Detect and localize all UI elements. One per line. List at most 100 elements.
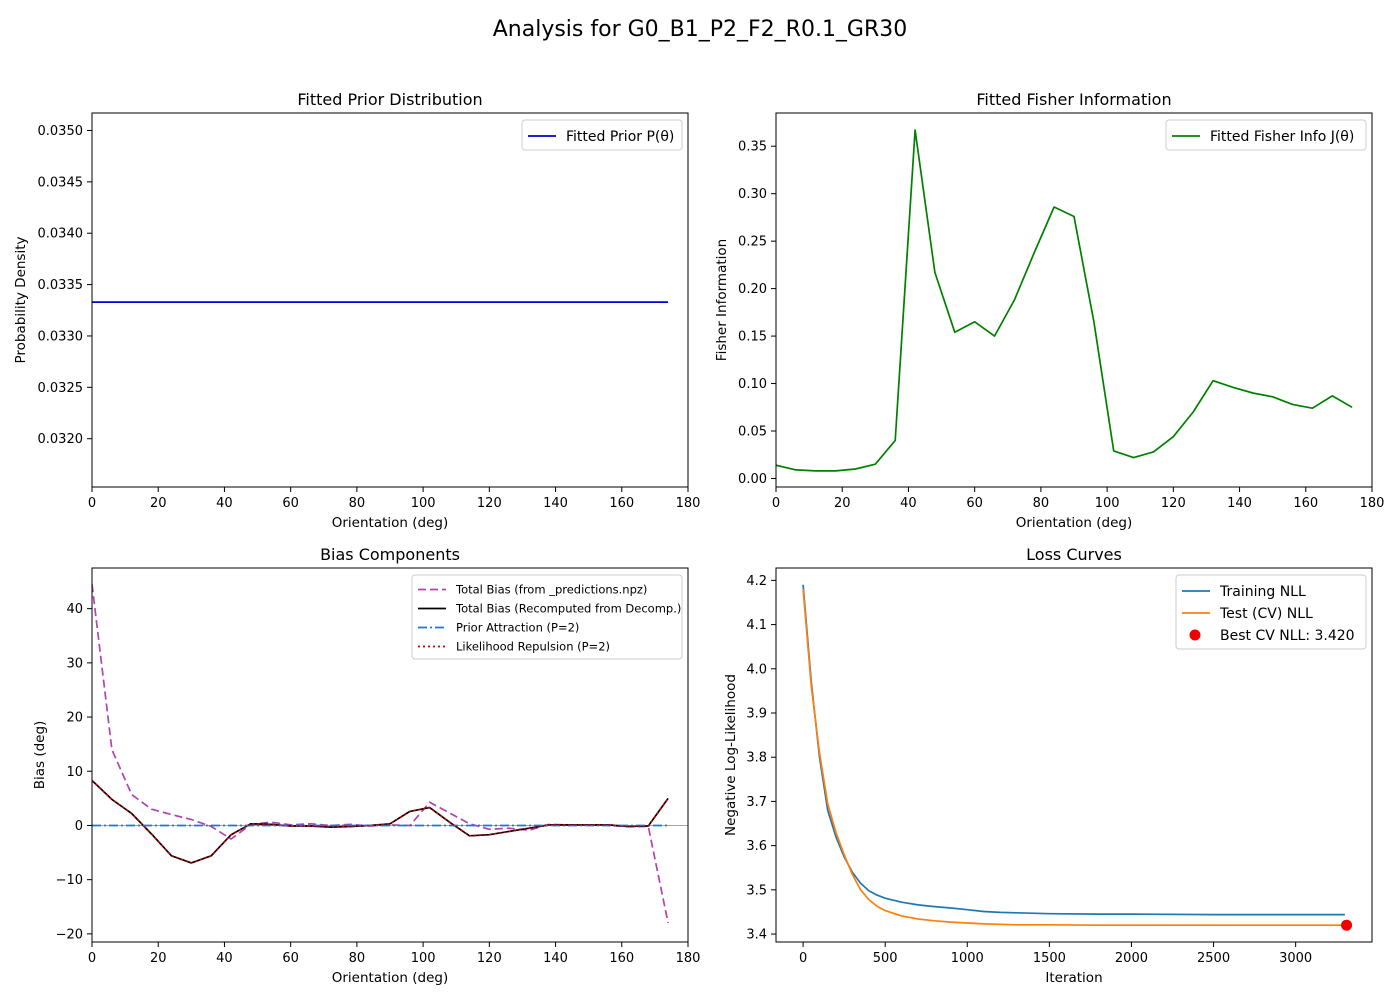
y-tick-label: 0.0350 [38, 124, 84, 139]
y-tick-label: 0.0335 [38, 278, 84, 293]
x-tick-label: 80 [349, 496, 366, 511]
y-tick-label: 0 [75, 819, 83, 834]
x-tick-label: 1000 [951, 951, 984, 966]
y-tick-label: 0.05 [738, 424, 767, 439]
legend-label: Total Bias (Recomputed from Decomp.) [455, 602, 681, 616]
x-tick-label: 140 [543, 496, 568, 511]
legend-label: Best CV NLL: 3.420 [1220, 628, 1355, 644]
y-axis-label: Negative Log-Likelihood [723, 674, 739, 836]
x-tick-label: 80 [349, 951, 366, 966]
best-point-marker [1341, 919, 1353, 931]
x-tick-label: 120 [477, 496, 502, 511]
legend-frame [521, 119, 683, 151]
y-tick-label: 4.0 [746, 662, 767, 677]
y-tick-label: 3.8 [746, 751, 767, 766]
legend-frame [411, 574, 683, 660]
y-tick-label: 0.25 [738, 235, 767, 250]
chart-fisher: Fitted Fisher Information 0 20 40 60 80 100 120… [714, 90, 1384, 531]
x-tick-label: 500 [873, 951, 898, 966]
y-tick-label: 0.0325 [38, 381, 84, 396]
y-axis-label: Bias (deg) [32, 721, 48, 790]
chart-loss: Loss Curves 0 500 1000 1500 2000 2500 3000 3.4 3.… [723, 545, 1373, 986]
x-tick-label: 2500 [1197, 951, 1230, 966]
x-tick-label: 180 [676, 496, 701, 511]
x-tick-label: 60 [282, 951, 299, 966]
y-tick-label: 0.00 [738, 472, 767, 487]
x-tick-label: 1500 [1033, 951, 1066, 966]
legend-label: Prior Attraction (P=2) [456, 621, 579, 635]
y-tick-label: 4.1 [746, 618, 767, 633]
chart-title: Loss Curves [1026, 545, 1122, 564]
x-tick-label: 20 [150, 496, 167, 511]
legend-label: Fitted Fisher Info J(θ) [1210, 129, 1354, 145]
y-tick-label: 0.0320 [38, 432, 84, 447]
x-axis-label: Iteration [1045, 970, 1102, 986]
x-tick-label: 140 [1227, 496, 1252, 511]
chart-prior: Fitted Prior Distribution 0 20 40 60 80 100 120… [13, 90, 700, 531]
series-line-1 [802, 584, 1345, 916]
series-group [802, 584, 1353, 931]
x-tick-label: 2000 [1115, 951, 1148, 966]
legend: Total Bias (from _predictions.npz) Total … [411, 574, 683, 660]
series-group [776, 129, 1353, 472]
x-tick-label: 60 [282, 496, 299, 511]
x-tick-label: 120 [477, 951, 502, 966]
y-axis-label: Probability Density [13, 237, 29, 364]
y-tick-label: 4.2 [746, 574, 767, 589]
legend: Fitted Fisher Info J(θ) [1165, 119, 1367, 151]
x-tick-label: 40 [900, 496, 917, 511]
chart-title: Fitted Fisher Information [976, 90, 1171, 109]
y-tick-label: 3.5 [746, 883, 767, 898]
legend: Training NLL Test (CV) NLL Best CV NLL: 3.… [1175, 574, 1367, 650]
y-tick-label: 0.15 [738, 330, 767, 345]
x-axis-label: Orientation (deg) [332, 515, 448, 531]
x-tick-label: 0 [799, 951, 807, 966]
legend-frame [1165, 119, 1367, 151]
x-tick-label: 20 [834, 496, 851, 511]
y-tick-label: 0.0340 [38, 227, 84, 242]
x-tick-label: 180 [676, 951, 701, 966]
x-tick-label: 160 [609, 951, 634, 966]
x-tick-label: 140 [543, 951, 568, 966]
x-tick-label: 0 [772, 496, 780, 511]
y-tick-label: 0.10 [738, 377, 767, 392]
y-axis-label: Fisher Information [714, 239, 730, 361]
x-tick-label: 160 [1293, 496, 1318, 511]
y-tick-label: 0.35 [738, 140, 767, 155]
chart-title: Bias Components [320, 545, 460, 564]
x-tick-label: 3000 [1279, 951, 1312, 966]
series-line-1 [776, 129, 1353, 472]
legend-label: Training NLL [1219, 584, 1306, 600]
y-tick-label: 30 [66, 656, 83, 671]
axes-frame [775, 567, 1373, 943]
x-tick-label: 60 [966, 496, 983, 511]
legend-marker [1189, 629, 1201, 641]
legend-label: Fitted Prior P(θ) [566, 129, 674, 145]
y-tick-label: −10 [56, 873, 83, 888]
legend-label: Test (CV) NLL [1219, 606, 1313, 622]
y-tick-label: 10 [66, 765, 83, 780]
y-tick-label: 3.7 [746, 795, 767, 810]
x-tick-label: 100 [1095, 496, 1120, 511]
x-tick-label: 80 [1033, 496, 1050, 511]
series-group [92, 584, 669, 924]
y-tick-label: 3.9 [746, 707, 767, 722]
series-line-2 [802, 589, 1345, 927]
y-tick-label: 0.30 [738, 187, 767, 202]
y-tick-label: −20 [56, 927, 83, 942]
y-tick-label: 0.0330 [38, 329, 84, 344]
x-tick-label: 160 [609, 496, 634, 511]
axes-frame [91, 112, 689, 488]
axes-frame [775, 112, 1373, 488]
series-line-2 [92, 779, 669, 864]
y-tick-label: 3.4 [746, 928, 767, 943]
legend-label: Likelihood Repulsion (P=2) [456, 640, 610, 654]
y-tick-label: 0.20 [738, 282, 767, 297]
axes-frame [91, 567, 689, 943]
y-tick-label: 0.0345 [38, 175, 84, 190]
x-tick-label: 0 [88, 496, 96, 511]
x-axis-label: Orientation (deg) [332, 970, 448, 986]
x-tick-label: 100 [411, 496, 436, 511]
